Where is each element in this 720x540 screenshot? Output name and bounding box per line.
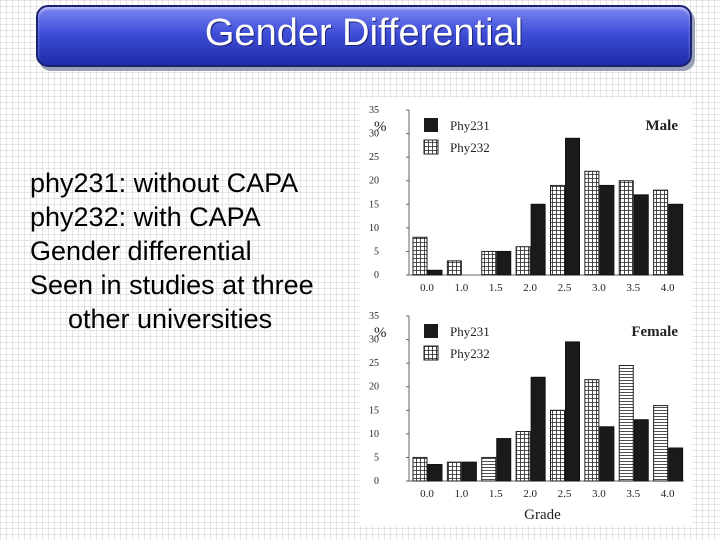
y-tick-label: 20 xyxy=(369,382,379,393)
legend-swatch-phy232 xyxy=(423,139,439,155)
y-tick-label: 0 xyxy=(374,476,379,487)
y-tick-label: 10 xyxy=(369,223,379,234)
y-tick-label: 25 xyxy=(369,152,379,163)
bar-phy231 xyxy=(633,194,649,276)
legend-label-phy231: Phy231 xyxy=(450,324,490,339)
bar-phy232 xyxy=(515,246,531,276)
bar-phy232 xyxy=(550,184,565,276)
bar-phy231 xyxy=(668,203,684,276)
bar-phy232 xyxy=(412,456,428,482)
legend-swatch-phy231 xyxy=(424,118,438,132)
y-tick-label: 30 xyxy=(369,335,379,346)
chart-corner-title: Male xyxy=(646,118,679,134)
y-tick-label: 5 xyxy=(374,452,379,463)
bar-phy232 xyxy=(584,379,600,482)
x-tick-label: 1.0 xyxy=(455,488,469,500)
bar-phy231 xyxy=(633,419,649,482)
y-axis-label: % xyxy=(374,119,387,135)
x-tick-label: 3.0 xyxy=(592,488,606,500)
bar-phy231 xyxy=(461,461,477,482)
grade-distribution-charts: 0 5 10 15 20 25 30 35% 0.0 1.0 1.5 2.0 2.5 3.0 3.5 4.0 P… xyxy=(360,98,692,526)
bullet-list: phy231: without CAPA phy232: with CAPA G… xyxy=(30,166,350,336)
legend-label-phy231: Phy231 xyxy=(450,118,490,133)
y-tick-label: 15 xyxy=(369,199,379,210)
y-tick-label: 35 xyxy=(369,311,379,322)
x-tick-label: 3.5 xyxy=(626,282,640,294)
bar-phy231 xyxy=(427,464,443,482)
bar-phy231 xyxy=(530,203,546,276)
bar-phy232 xyxy=(618,180,634,276)
bar-phy231 xyxy=(565,137,580,276)
bar-phy231 xyxy=(565,341,580,482)
x-tick-label: 0.0 xyxy=(420,282,434,294)
slide-title-bar: Gender Differential xyxy=(36,5,692,67)
legend-label-phy232: Phy232 xyxy=(450,140,490,155)
x-tick-label: 4.0 xyxy=(661,282,675,294)
y-tick-label: 25 xyxy=(369,358,379,369)
x-tick-label: 3.0 xyxy=(592,282,606,294)
y-tick-label: 20 xyxy=(369,176,379,187)
bar-phy232 xyxy=(584,170,600,276)
x-axis-label: Grade xyxy=(524,507,561,523)
bullet-item: phy231: without CAPA xyxy=(30,168,299,198)
x-tick-label: 2.0 xyxy=(523,282,537,294)
bullet-item: Gender differential xyxy=(30,236,252,266)
bar-phy231 xyxy=(599,426,615,482)
y-tick-label: 30 xyxy=(369,129,379,140)
bar-phy232 xyxy=(515,431,531,482)
y-tick-label: 0 xyxy=(374,270,379,281)
charts-svg: 0 5 10 15 20 25 30 35% 0.0 1.0 1.5 2.0 2.5 3.0 3.5 4.0 P… xyxy=(369,105,684,523)
bar-phy232 xyxy=(481,456,497,482)
y-tick-label: 15 xyxy=(369,405,379,416)
x-tick-label: 1.5 xyxy=(489,488,503,500)
bar-phy232 xyxy=(446,260,462,276)
x-tick-label: 1.5 xyxy=(489,282,503,294)
slide-title: Gender Differential xyxy=(204,12,524,54)
x-tick-label: 4.0 xyxy=(661,488,675,500)
bar-phy232 xyxy=(412,236,428,276)
x-tick-label: 3.5 xyxy=(626,488,640,500)
bar-phy231 xyxy=(530,376,546,482)
x-tick-label: 2.5 xyxy=(558,488,572,500)
chart-corner-title: Female xyxy=(631,324,678,340)
bar-phy231 xyxy=(496,250,512,276)
legend-label-phy232: Phy232 xyxy=(450,346,490,361)
x-tick-label: 2.5 xyxy=(558,282,572,294)
bullet-item: phy232: with CAPA xyxy=(30,202,261,232)
bar-phy232 xyxy=(550,409,565,482)
y-tick-label: 10 xyxy=(369,429,379,440)
y-tick-label: 5 xyxy=(374,246,379,257)
bar-phy232 xyxy=(653,189,669,276)
x-tick-label: 2.0 xyxy=(523,488,537,500)
bar-phy231 xyxy=(599,184,615,276)
bar-phy232 xyxy=(481,250,497,276)
x-tick-label: 1.0 xyxy=(455,282,469,294)
x-tick-label: 0.0 xyxy=(420,488,434,500)
bar-phy231 xyxy=(668,447,684,482)
bar-phy232 xyxy=(618,365,634,482)
bar-phy232 xyxy=(446,461,462,482)
bar-phy231 xyxy=(496,438,512,482)
bar-phy231 xyxy=(427,269,443,276)
y-axis-label: % xyxy=(374,325,387,341)
bar-phy232 xyxy=(653,405,669,482)
bullet-item: Seen in studies at three other universit… xyxy=(30,270,314,334)
legend-swatch-phy232 xyxy=(423,345,439,361)
y-tick-label: 35 xyxy=(369,105,379,116)
legend-swatch-phy231 xyxy=(424,324,438,338)
